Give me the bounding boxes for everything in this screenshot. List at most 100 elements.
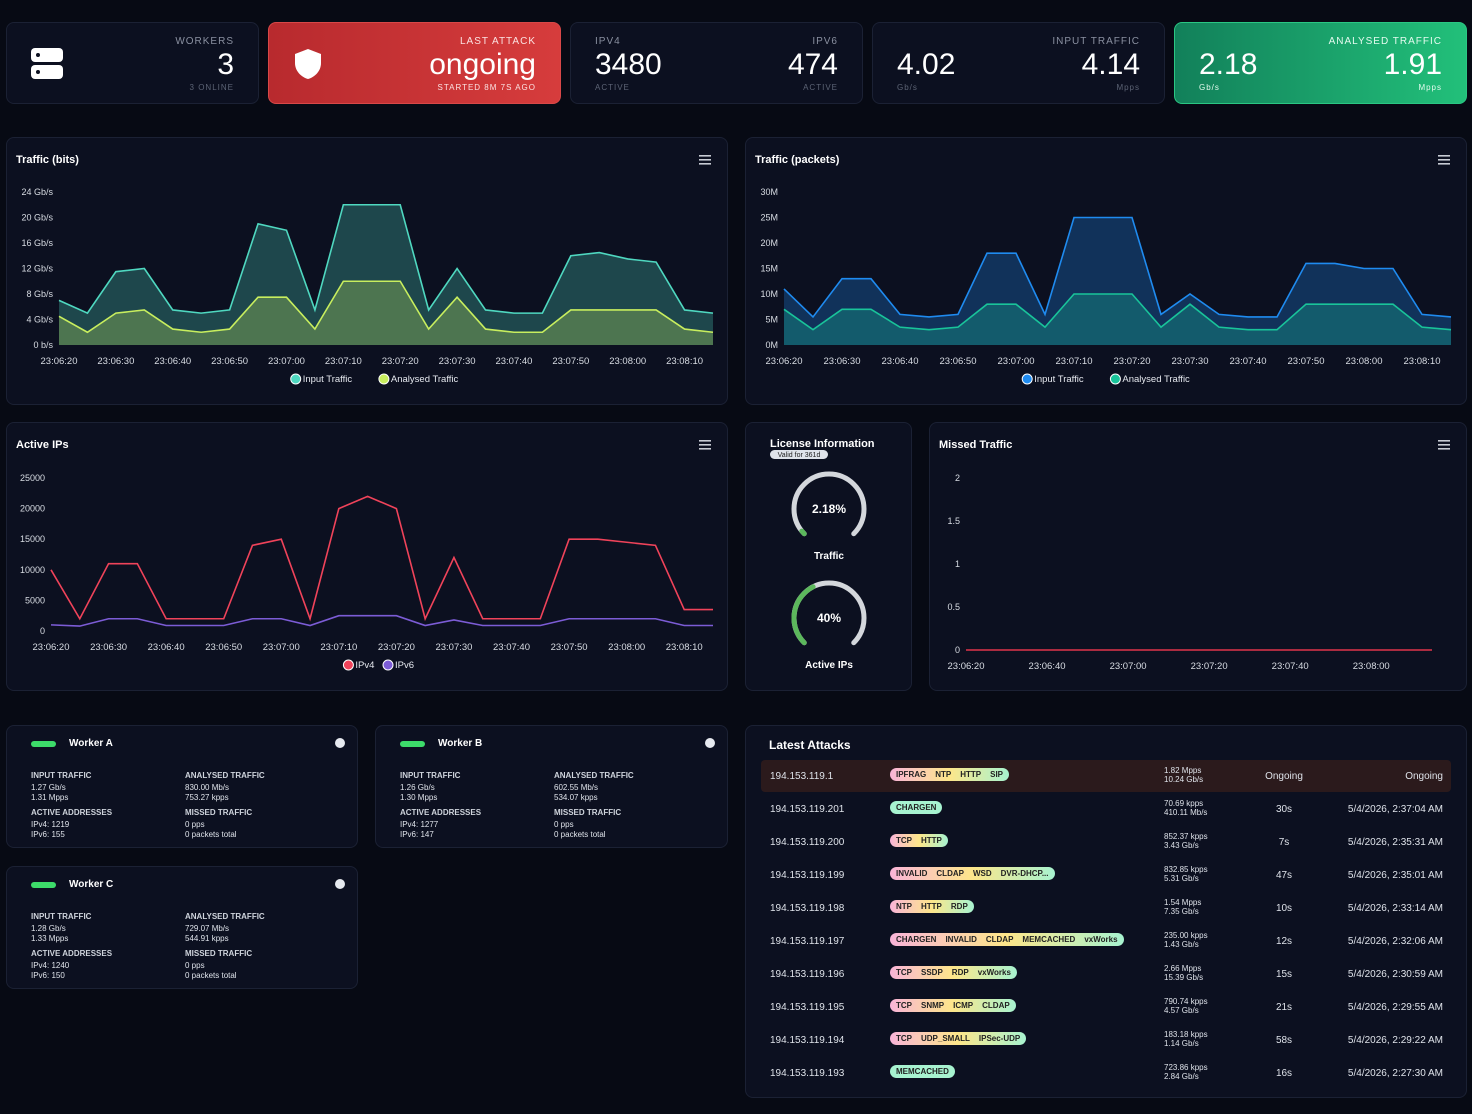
protocol-tag: RDP	[951, 968, 969, 977]
x-tick-label: 23:06:20	[948, 661, 985, 672]
worker-field-label: ACTIVE ADDRESSES	[31, 808, 113, 817]
license-card: License Information Valid for 361d 2.18% Tr…	[745, 422, 912, 691]
attack-rate: 1.43 Gb/s	[1164, 940, 1199, 949]
worker-field-value: 1.33 Mpps	[31, 934, 69, 943]
series-area	[59, 281, 713, 345]
protocol-tag: CLDAP	[936, 869, 964, 878]
chart-title: Missed Traffic	[939, 439, 1012, 451]
gauge-value	[799, 528, 807, 537]
attack-time: 5/4/2026, 2:32:06 AM	[1347, 936, 1443, 947]
protocol-tag: INVALID	[945, 935, 977, 944]
menu-icon	[699, 444, 711, 446]
x-tick-label: 23:06:40	[1029, 661, 1066, 672]
protocol-tag: IPFRAG	[896, 770, 927, 779]
x-tick-label: 23:06:40	[148, 642, 185, 653]
menu-icon	[699, 440, 711, 442]
menu-icon	[699, 155, 711, 157]
x-tick-label: 23:06:30	[90, 642, 127, 653]
protocol-tag: TCP	[896, 1034, 912, 1043]
worker-field-value: 0 packets total	[185, 830, 237, 839]
protocol-tag: IPSec-UDP	[978, 1034, 1021, 1043]
worker-field-value: 602.55 Mb/s	[554, 783, 599, 792]
x-tick-label: 23:07:20	[378, 642, 415, 653]
shield-icon	[295, 49, 321, 79]
stat-analysed-traffic: ANALYSED TRAFFIC 2.18 Gb/s 1.91 Mpps	[1174, 22, 1467, 104]
x-tick-label: 23:07:10	[325, 356, 362, 367]
attack-rate: 1.14 Gb/s	[1164, 1039, 1199, 1048]
attack-time: Ongoing	[1405, 771, 1443, 782]
worker-field-label: MISSED TRAFFIC	[185, 808, 253, 817]
protocol-pill: NTP HTTP RDP	[890, 900, 974, 913]
menu-icon	[699, 163, 711, 165]
y-tick-label: 1	[955, 559, 960, 569]
worker-field-value: 1.27 Gb/s	[31, 783, 66, 792]
x-tick-label: 23:06:50	[211, 356, 248, 367]
attack-ip: 194.153.119.197	[770, 936, 845, 947]
y-tick-label: 0 b/s	[33, 340, 53, 350]
series-area	[59, 204, 713, 345]
stat-label: IPV4	[595, 36, 621, 47]
attack-ip: 194.153.119.1	[770, 771, 834, 782]
legend-label: IPv6	[395, 660, 414, 671]
x-tick-label: 23:06:20	[41, 356, 78, 367]
y-tick-label: 2	[955, 473, 960, 483]
x-tick-label: 23:06:20	[766, 356, 803, 367]
menu-icon	[1438, 163, 1450, 165]
chart-card: Traffic (bits) 0 b/s 4 Gb/s 8 Gb/s 12 Gb/s 16…	[6, 137, 728, 405]
stat-label: WORKERS	[175, 36, 234, 47]
stat-value: 2.18	[1199, 48, 1258, 81]
x-tick-label: 23:07:50	[551, 642, 588, 653]
status-indicator	[31, 741, 56, 747]
worker-field-value: IPv4: 1219	[31, 820, 70, 829]
y-tick-label: 20M	[760, 238, 778, 248]
attack-duration: 7s	[1278, 837, 1290, 848]
gauge-label: Active IPs	[805, 660, 853, 671]
worker-field-label: ANALYSED TRAFFIC	[185, 912, 265, 921]
protocol-tag: INVALID	[896, 869, 928, 878]
chart-title: Traffic (bits)	[16, 154, 79, 166]
x-tick-label: 23:07:40	[1230, 356, 1267, 367]
attack-rate: 1.82 Mpps	[1164, 766, 1202, 775]
legend-marker	[1109, 373, 1121, 385]
x-tick-label: 23:08:10	[1404, 356, 1441, 367]
y-tick-label: 0	[40, 626, 45, 636]
attack-rate: 790.74 kpps	[1164, 997, 1208, 1006]
y-tick-label: 16 Gb/s	[21, 238, 53, 248]
x-tick-label: 23:07:00	[998, 356, 1035, 367]
protocol-tag: ICMP	[953, 1001, 974, 1010]
worker-card: Worker B INPUT TRAFFIC 1.26 Gb/s 1.30 Mpps A…	[375, 725, 728, 848]
legend-label: Input Traffic	[1034, 374, 1084, 385]
protocol-pill: TCP SSDP RDP vxWorks	[890, 966, 1017, 979]
worker-field-label: ANALYSED TRAFFIC	[554, 771, 634, 780]
attack-row: 194.153.119.195 TCP SNMP ICMP CLDAP 790.74 kp…	[761, 991, 1451, 1023]
stat-sub: Mpps	[1116, 83, 1140, 92]
worker-field-label: MISSED TRAFFIC	[554, 808, 622, 817]
stat-input-traffic: INPUT TRAFFIC 4.02 Gb/s 4.14 Mpps	[872, 22, 1165, 104]
attack-duration: 10s	[1275, 903, 1293, 914]
gauge-value	[791, 584, 816, 646]
attack-ip: 194.153.119.199	[770, 870, 845, 881]
stat-sub: 3 ONLINE	[189, 83, 234, 92]
protocol-tag: RDP	[950, 902, 968, 911]
y-tick-label: 12 Gb/s	[21, 264, 53, 274]
protocol-tag: CLDAP	[985, 935, 1014, 944]
worker-field-value: 0 pps	[185, 961, 205, 970]
stat-sub: Mpps	[1418, 83, 1442, 92]
attack-rate: 1.54 Mpps	[1164, 898, 1202, 907]
y-tick-label: 20 Gb/s	[21, 213, 53, 223]
worker-name: Worker C	[69, 879, 114, 890]
menu-icon	[1438, 448, 1450, 450]
worker-field-value: 1.30 Mpps	[400, 793, 438, 802]
attack-time: 5/4/2026, 2:35:01 AM	[1347, 870, 1443, 881]
attack-ip: 194.153.119.198	[770, 903, 845, 914]
attack-ip: 194.153.119.200	[770, 837, 845, 848]
protocol-tag: CHARGEN	[896, 935, 937, 944]
protocol-tag: vxWorks	[977, 968, 1011, 977]
attack-time: 5/4/2026, 2:35:31 AM	[1347, 837, 1443, 848]
y-tick-label: 15M	[760, 264, 778, 274]
attack-row: 194.153.119.193 MEMCACHED 723.86 kpps 2.84 …	[761, 1057, 1451, 1089]
x-tick-label: 23:07:00	[1110, 661, 1147, 672]
legend-label: Analysed Traffic	[1122, 374, 1190, 385]
x-tick-label: 23:07:40	[495, 356, 532, 367]
attack-duration: 30s	[1275, 804, 1293, 815]
